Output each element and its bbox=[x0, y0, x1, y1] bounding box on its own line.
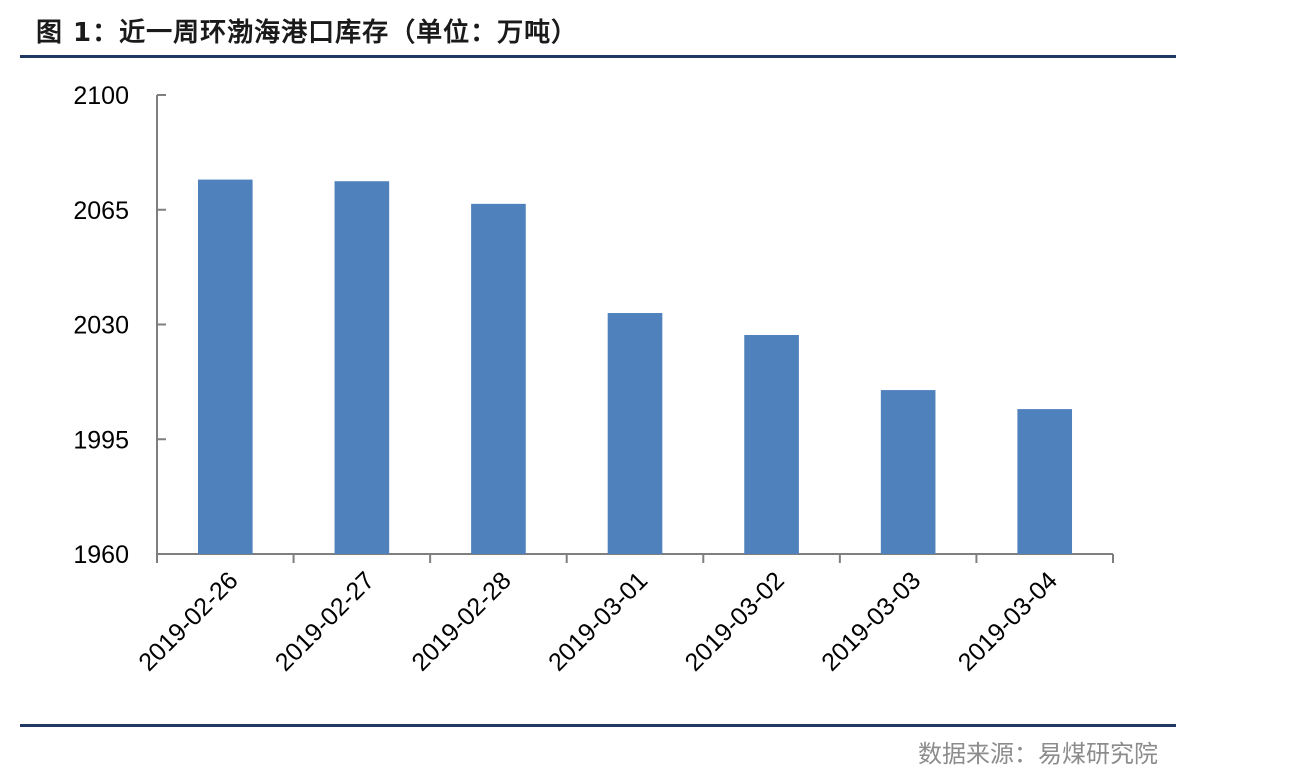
y-tick-label: 1960 bbox=[73, 541, 129, 569]
y-tick-label: 2030 bbox=[73, 312, 129, 340]
bar bbox=[1017, 409, 1073, 554]
bar bbox=[334, 181, 390, 554]
bar bbox=[880, 390, 936, 554]
footer-divider bbox=[20, 724, 1176, 727]
y-tick-labels: 1960 1995 2030 2065 2100 bbox=[73, 82, 129, 569]
bars bbox=[197, 179, 1073, 554]
x-tick-label: 2019-03-01 bbox=[543, 566, 653, 676]
x-tick-label: 2019-02-26 bbox=[133, 566, 243, 676]
x-tick-label: 2019-03-04 bbox=[953, 566, 1063, 676]
x-tick-label: 2019-02-27 bbox=[270, 566, 380, 676]
title-divider bbox=[20, 55, 1176, 58]
x-tick-label: 2019-03-03 bbox=[816, 566, 926, 676]
y-tick-label: 2100 bbox=[73, 82, 129, 110]
bar bbox=[607, 313, 663, 554]
data-source: 数据来源：易煤研究院 bbox=[918, 740, 1158, 768]
bar bbox=[744, 334, 799, 554]
x-axis bbox=[156, 553, 1114, 563]
bar bbox=[197, 179, 253, 554]
x-tick-label: 2019-03-02 bbox=[680, 566, 790, 676]
bar bbox=[471, 203, 526, 554]
y-axis bbox=[156, 94, 166, 555]
x-tick-labels: 2019-02-26 2019-02-27 2019-02-28 2019-03-01… bbox=[133, 566, 1063, 676]
y-tick-label: 2065 bbox=[73, 197, 129, 225]
chart-title: 图 1：近一周环渤海港口库存（单位：万吨） bbox=[36, 18, 579, 48]
y-tick-label: 1995 bbox=[73, 426, 129, 454]
x-tick-label: 2019-02-28 bbox=[406, 566, 516, 676]
